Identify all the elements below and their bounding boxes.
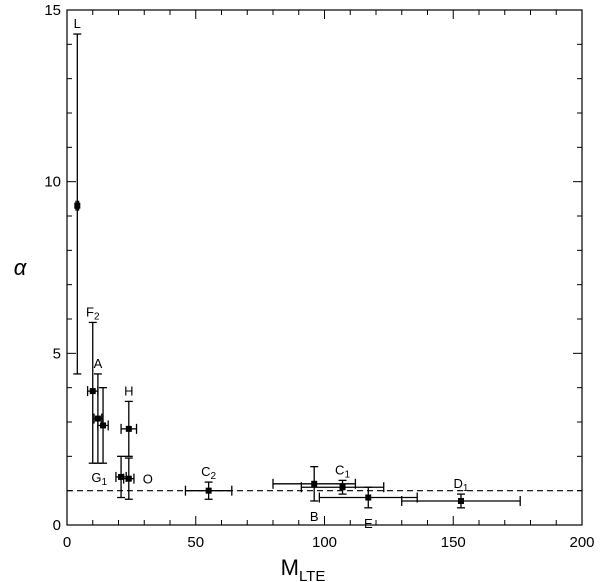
point-marker (311, 480, 318, 487)
point-marker (125, 475, 132, 482)
point-label-main: B (310, 509, 319, 524)
point-marker (339, 484, 346, 491)
point-label-sub: 1 (463, 483, 469, 494)
point-label: F2 (86, 304, 100, 322)
point-label: G1 (91, 470, 107, 488)
point-marker (457, 497, 464, 504)
point-label-sub: 2 (211, 471, 217, 482)
point-label: E (364, 516, 373, 531)
y-tick-label: 5 (53, 345, 61, 362)
point-marker (89, 388, 96, 395)
point-label-main: D (453, 476, 462, 491)
axis-ticks (66, 9, 583, 526)
x-tick-label: 100 (312, 534, 337, 551)
point-marker (94, 415, 101, 422)
x-axis-title-main: M (281, 555, 299, 580)
x-axis-title-sub: LTE (299, 568, 325, 582)
x-tick-label: 200 (569, 534, 594, 551)
point-label: A (94, 356, 103, 371)
point-label: C1 (335, 462, 350, 480)
point-label: O (143, 472, 153, 487)
plot-frame (66, 9, 583, 526)
point-label-main: G (91, 470, 101, 485)
point-marker (118, 473, 125, 480)
point-label-main: L (74, 16, 81, 31)
point-label-main: C (201, 464, 210, 479)
point-marker (205, 487, 212, 494)
point-marker (125, 425, 132, 432)
point-label: C2 (201, 464, 216, 482)
y-tick-label: 10 (44, 174, 61, 191)
point-label-main: A (94, 356, 103, 371)
data-point (73, 33, 82, 375)
data-point (115, 455, 127, 499)
x-tick-label: 50 (187, 534, 204, 551)
point-label-main: E (364, 516, 373, 531)
x-tick-label: 0 (63, 534, 71, 551)
data-point (86, 321, 99, 464)
point-label-main: H (124, 383, 133, 398)
point-label-main: F (86, 304, 94, 319)
point-label-sub: 2 (94, 311, 100, 322)
point-label: H (124, 383, 133, 398)
point-label-sub: 1 (344, 469, 350, 480)
point-marker (100, 422, 107, 429)
data-point (97, 387, 109, 464)
y-axis-title: α (14, 255, 28, 280)
point-label-main: C (335, 462, 344, 477)
data-point (123, 457, 135, 500)
tick-labels: 0 50 100 150 200 0 5 10 15 (44, 2, 594, 551)
x-axis-title: MLTE (281, 555, 326, 582)
point-label: B (310, 509, 319, 524)
point-marker (365, 494, 372, 501)
point-marker (74, 202, 81, 209)
data-points (73, 33, 521, 509)
data-point (401, 493, 521, 509)
y-tick-label: 15 (44, 2, 61, 19)
data-point (120, 400, 138, 457)
point-label-main: O (143, 472, 153, 487)
point-label: D1 (453, 476, 468, 494)
point-label-sub: 1 (102, 477, 108, 488)
x-tick-label: 150 (441, 534, 466, 551)
y-tick-label: 0 (53, 517, 61, 534)
data-point (184, 481, 233, 500)
point-label: L (74, 16, 81, 31)
